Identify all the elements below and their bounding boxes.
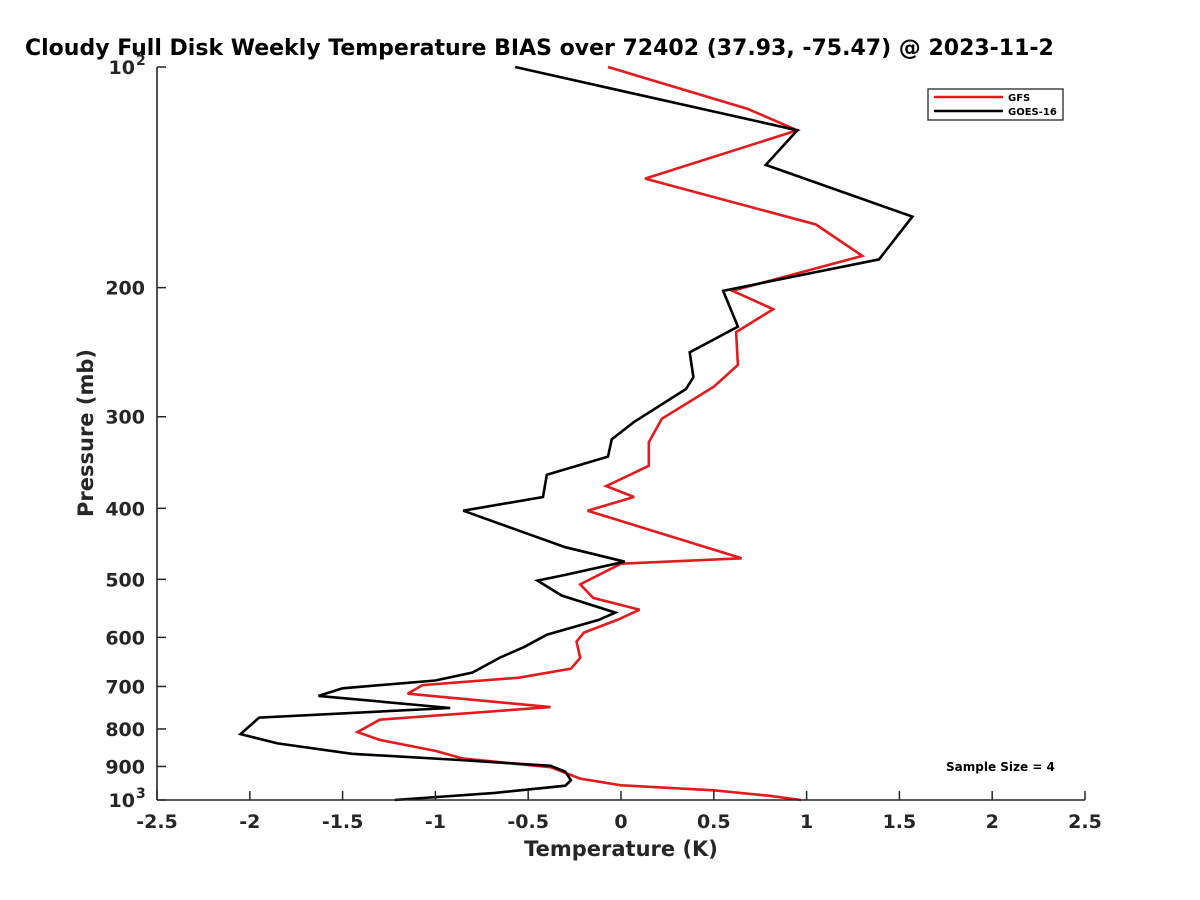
legend-box [927,88,1064,121]
x-tick-label: 2 [986,811,999,833]
y-tick-label: 500 [105,569,145,591]
series-line-goes-16 [237,65,915,802]
x-ticks: -2.5 -2 -1.5 -1 -0.5 0 0.5 1 1.5 2 2.5 [136,791,1102,833]
x-tick-label: -1 [425,811,446,833]
x-tick-label: 0 [614,811,627,833]
legend: GFS GOES-16 [927,88,1064,121]
y-tick-label: 800 [105,719,145,741]
x-tick-label: -1.5 [322,811,364,833]
y-tick-exponent: 3 [136,786,146,802]
x-tick-label: -0.5 [507,811,549,833]
y-tick-label: 600 [105,627,145,649]
y-tick-label: 300 [105,407,145,429]
y-tick-label: 10 [109,57,135,79]
x-tick-label: 1.5 [883,811,917,833]
y-tick-label: 400 [105,498,145,520]
series-layer [237,65,915,802]
x-axis-label: Temperature (K) [524,837,718,861]
legend-gfs-label: GFS [1008,93,1030,104]
y-tick-label: 10 [109,790,135,812]
x-tick-label: -2 [239,811,260,833]
x-tick-label: 0.5 [697,811,731,833]
legend-goes16-label: GOES-16 [1008,107,1057,118]
y-tick-label: 200 [105,278,145,300]
y-axis-label: Pressure (mb) [74,349,98,517]
sample-size-annotation: Sample Size = 4 [946,760,1055,774]
series-line-gfs [354,65,866,802]
x-tick-label: -2.5 [136,811,178,833]
y-tick-label: 700 [105,676,145,698]
y-tick-exponent: 2 [136,53,146,69]
x-tick-label: 2.5 [1068,811,1102,833]
chart-title: Cloudy Full Disk Weekly Temperature BIAS… [25,36,1054,61]
x-tick-label: 1 [800,811,813,833]
y-tick-label: 900 [105,756,145,778]
